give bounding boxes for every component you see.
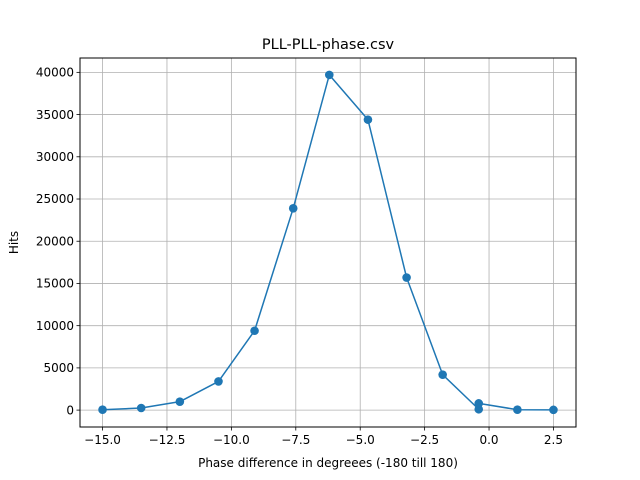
y-tick-label: 40000 (36, 66, 74, 80)
data-point (214, 377, 223, 386)
data-point (363, 115, 373, 124)
data-point (288, 204, 298, 213)
x-axis-label: Phase difference in degreees (-180 till … (198, 456, 458, 470)
data-point (402, 273, 411, 282)
x-tick-label: −5.0 (346, 433, 375, 447)
x-tick-label: −15.0 (84, 433, 121, 447)
y-axis-label: Hits (7, 231, 21, 254)
x-axis-ticks: −15.0 −12.5 −10.0 −7.5 −5.0 −2.5 0.0 2.5 (84, 427, 563, 447)
data-series (98, 70, 558, 415)
y-tick-label: 35000 (36, 108, 74, 122)
data-point (136, 403, 146, 413)
data-point (250, 326, 259, 336)
data-point (438, 370, 447, 379)
y-tick-label: 15000 (36, 277, 74, 291)
y-tick-label: 10000 (36, 319, 74, 333)
x-tick-label: −10.0 (213, 433, 250, 447)
grid (80, 58, 576, 427)
chart-title: PLL-PLL-phase.csv (262, 37, 395, 53)
x-tick-label: −2.5 (410, 433, 439, 447)
data-point (549, 405, 558, 415)
data-point (474, 404, 484, 414)
plot-area-frame (79, 57, 577, 428)
y-tick-label: 30000 (36, 150, 74, 164)
y-tick-label: 25000 (36, 192, 74, 206)
data-point (324, 70, 334, 80)
y-tick-label: 20000 (36, 234, 74, 248)
x-tick-label: −7.5 (281, 433, 310, 447)
data-point (98, 405, 107, 414)
y-tick-label: 5000 (43, 361, 74, 375)
y-axis-ticks: 0 5000 10000 15000 20000 25000 30000 35000 40000 (36, 66, 80, 417)
data-point (175, 397, 185, 406)
data-point (474, 399, 484, 408)
data-point (513, 405, 522, 414)
x-tick-label: 0.0 (479, 433, 498, 447)
x-tick-label: −12.5 (149, 433, 186, 447)
y-tick-label: 0 (66, 403, 74, 417)
x-tick-label: 2.5 (544, 433, 563, 447)
